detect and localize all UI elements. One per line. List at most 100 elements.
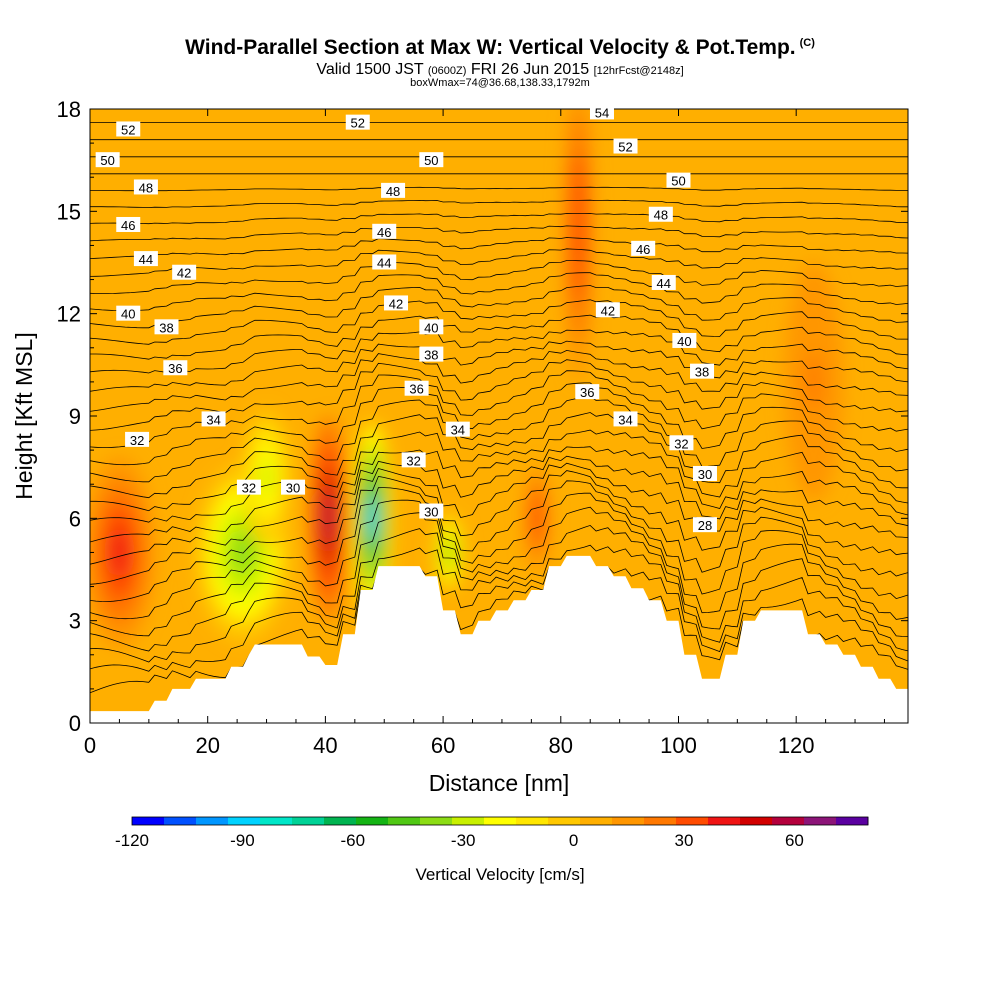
colorbar-label: Vertical Velocity [cm/s] — [415, 865, 584, 884]
contour-label-bg — [419, 319, 444, 335]
contour-label: 38 — [424, 348, 438, 363]
contour-label-bg — [419, 503, 444, 519]
isentrope-line — [90, 237, 908, 259]
colorbar-swatch — [804, 817, 837, 825]
colorbar-swatch — [580, 817, 613, 825]
isentrope-line — [90, 199, 908, 209]
colorbar-swatch — [164, 817, 197, 825]
contour-label-bg — [401, 452, 426, 468]
contour-label: 34 — [618, 412, 632, 427]
contour-label-bg — [419, 346, 444, 362]
contour-label-bg — [201, 411, 226, 427]
contour-label: 42 — [177, 266, 191, 281]
isentrope-line — [90, 470, 908, 585]
contour-label-bg — [631, 240, 656, 256]
isentrope-line — [90, 225, 908, 242]
contour-label-bg — [672, 332, 697, 348]
colorbar-swatch — [452, 817, 485, 825]
contour-label: 54 — [595, 105, 609, 120]
y-tick-label: 12 — [57, 302, 81, 327]
colorbar-swatch — [740, 817, 773, 825]
colorbar-swatch — [356, 817, 389, 825]
contour-label-bg — [648, 206, 673, 222]
contour-label-bg — [372, 223, 397, 239]
contour-label: 32 — [130, 433, 144, 448]
contour-label-bg — [595, 302, 620, 318]
contour-labels: 52 52 54 52 50 50 50 48 48 48 46 46 46 44 44 44 42 42 42 40… — [95, 104, 717, 533]
velocity-cell — [574, 190, 583, 267]
x-tick-label: 120 — [778, 733, 815, 758]
colorbar-swatch — [228, 817, 261, 825]
contour-label-bg — [589, 104, 614, 120]
colorbar-tick-label: -90 — [230, 831, 255, 850]
contour-label: 44 — [377, 256, 391, 271]
contour-label: 42 — [601, 303, 615, 318]
terrain — [90, 555, 908, 723]
x-tick-label: 80 — [549, 733, 573, 758]
isentrope-line — [90, 248, 908, 277]
velocity-cell — [323, 492, 334, 544]
colorbar-swatch — [548, 817, 581, 825]
isentrope-line — [90, 349, 908, 412]
contour-label: 52 — [351, 116, 365, 131]
isentrope-line — [90, 480, 908, 603]
isentrope-line — [90, 382, 908, 466]
velocity-cell — [260, 460, 273, 495]
chart-subtitle: Valid 1500 JST (0600Z) FRI 26 Jun 2015 [… — [316, 61, 684, 78]
isentrope-line — [90, 562, 908, 672]
isentrope-line — [90, 544, 908, 663]
contour-label: 32 — [242, 481, 256, 496]
isentrope-line — [90, 395, 908, 483]
contour-label-bg — [384, 295, 409, 311]
contour-label-bg — [116, 121, 141, 137]
contour-label-bg — [613, 411, 638, 427]
contour-label: 34 — [451, 423, 465, 438]
box-info: boxWmax=74@36.68,138.33,1792m — [410, 77, 590, 89]
colorbar-tick-label: 60 — [785, 831, 804, 850]
velocity-cell — [445, 542, 453, 563]
colorbar-tick-label: -120 — [115, 831, 149, 850]
contour-label-bg — [345, 114, 370, 130]
x-tick-label: 20 — [195, 733, 219, 758]
contour-label-bg — [613, 138, 638, 154]
contour-label: 36 — [409, 382, 423, 397]
contour-label: 52 — [121, 122, 135, 137]
contour-label: 30 — [286, 481, 300, 496]
isentrope-line — [90, 359, 908, 431]
contour-label-bg — [381, 182, 406, 198]
isentrope-line — [90, 314, 908, 360]
colorbar-swatch — [644, 817, 677, 825]
colorbar-swatch — [772, 817, 805, 825]
colorbar: -120 -90 -60 -30 0 30 60 — [115, 816, 869, 850]
contour-label: 48 — [139, 180, 153, 195]
isentrope-line — [90, 285, 908, 329]
contour-label: 28 — [698, 518, 712, 533]
contour-label: 40 — [677, 334, 691, 349]
contour-label-bg — [404, 380, 429, 396]
contour-label: 44 — [139, 252, 153, 267]
velocity-cell — [231, 530, 255, 575]
y-tick-label: 15 — [57, 199, 81, 224]
isentrope-line — [90, 186, 908, 192]
contour-label: 46 — [636, 242, 650, 257]
contour-label-bg — [172, 264, 197, 280]
isentrope-line — [90, 446, 908, 523]
velocity-cell — [534, 504, 541, 532]
y-tick-label: 3 — [69, 609, 81, 634]
isentrope-line — [90, 455, 908, 543]
contour-label: 40 — [121, 307, 135, 322]
contour-label-bg — [692, 517, 717, 533]
contour-label-bg — [116, 216, 141, 232]
colorbar-swatch — [420, 817, 453, 825]
contour-label-bg — [236, 479, 261, 495]
contour-label-bg — [692, 465, 717, 481]
contour-label-bg — [154, 319, 179, 335]
isentrope-line — [90, 260, 908, 294]
velocity-cell — [806, 352, 822, 412]
contour-label-bg — [95, 152, 120, 168]
plot-area — [90, 109, 908, 723]
colorbar-tick-label: 30 — [675, 831, 694, 850]
contour-label-bg — [133, 179, 158, 195]
isentrope-line — [90, 272, 908, 312]
colorbar-swatch — [292, 817, 325, 825]
